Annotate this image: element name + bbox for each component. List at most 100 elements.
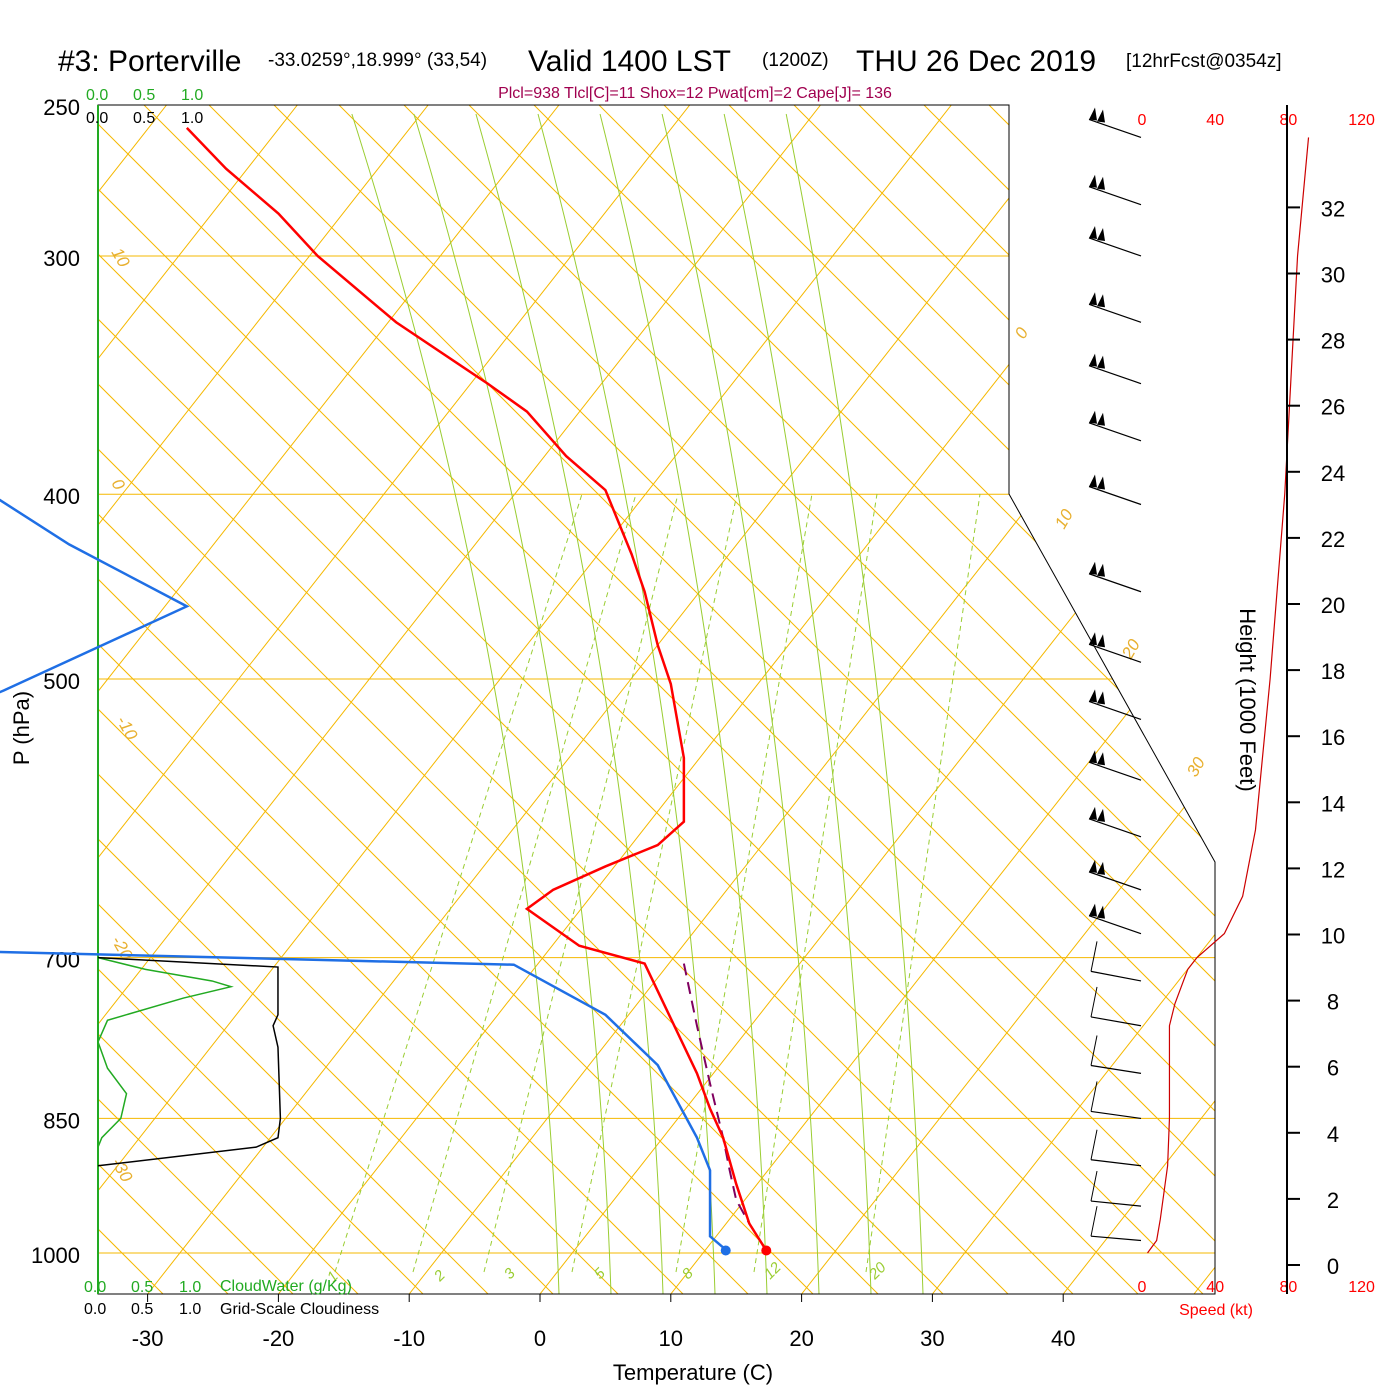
dry-adiabat-line: [1379, 105, 1400, 1294]
wind-barb-staff: [1090, 1159, 1142, 1167]
speed-tick-top: 120: [1348, 112, 1375, 129]
wind-barb-feather: [1090, 1081, 1098, 1112]
wind-barb: [1090, 986, 1142, 1027]
wind-barb: [1090, 1206, 1142, 1242]
wind-barb-staff: [1088, 237, 1142, 257]
dry-adiabat-line: [793, 105, 1215, 1294]
wind-barb-flag: [1089, 561, 1097, 575]
mixing-ratio-line: [334, 493, 583, 1273]
isotherm-line: [98, 105, 952, 1294]
dry-adiabat-line: [98, 105, 814, 1294]
valid-date: THU 26 Dec 2019: [856, 45, 1096, 78]
dry-adiabat-line: [98, 105, 424, 1294]
cloudwater-axis-bottom: 0.0 0.5 1.0 CloudWater (g/Kg): [84, 1278, 352, 1296]
pressure-axis: 250 300 400 500 700 850 1000: [31, 95, 80, 1268]
height-tick-label: 20: [1321, 593, 1345, 618]
wind-barb-flag: [1089, 474, 1097, 488]
wind-barb-staff: [1090, 970, 1142, 982]
dry-adiabat-line: [98, 105, 1074, 1294]
wind-barb-flag: [1097, 634, 1105, 648]
wind-barb-flag: [1089, 353, 1097, 367]
wind-barb-staff: [1088, 485, 1142, 506]
height-tick-label: 0: [1327, 1254, 1339, 1279]
wind-barb-staff: [1088, 915, 1142, 935]
wind-barb-staff: [1090, 1200, 1142, 1207]
pressure-tick-label: 300: [43, 246, 80, 271]
moist-adiabat-line: [599, 113, 768, 1294]
station-coords: -33.0259°,18.999° (33,54): [268, 50, 487, 71]
wind-barb: [1088, 903, 1142, 935]
moist-adiabat-line: [537, 113, 716, 1294]
wind-barb-flag: [1089, 225, 1097, 239]
height-tick-label: 24: [1321, 461, 1345, 486]
wind-barb: [1088, 410, 1142, 442]
isotherm-label: -10: [113, 713, 142, 744]
wind-barb: [1090, 1035, 1142, 1074]
height-tick-label: 18: [1321, 659, 1345, 684]
temperature-tick-label: 30: [920, 1326, 944, 1351]
mixing-ratio-labels: 1 2 3 5 8 12 20: [324, 1259, 890, 1286]
pressure-tick-label: 400: [43, 484, 80, 509]
height-tick-label: 4: [1327, 1122, 1339, 1147]
dry-adiabat-line: [728, 105, 1215, 1294]
isotherm-label: -30: [108, 1155, 137, 1186]
y-axis-label: P (hPa): [9, 691, 34, 765]
wind-barb-staff: [1090, 1016, 1142, 1027]
isotherm-line: [1062, 105, 1215, 1294]
wind-barb-feather: [1090, 941, 1098, 972]
wind-barb: [1088, 750, 1142, 781]
speed-tick-top: 80: [1280, 112, 1298, 129]
speed-tick-bottom: 0: [1138, 1279, 1147, 1296]
height-tick-label: 22: [1321, 527, 1345, 552]
wind-barb-flag: [1089, 689, 1097, 703]
wind-barb-flag: [1097, 476, 1105, 490]
speed-tick-bottom: 40: [1206, 1279, 1224, 1296]
wind-barb-flag: [1089, 632, 1097, 646]
wind-barb-flag: [1097, 109, 1105, 123]
wind-barb-feather: [1090, 1170, 1098, 1202]
cloudwater-line: [97, 956, 234, 1148]
dry-adiabat-line: [858, 105, 1215, 1294]
cloudwater-tick-top: 0.0: [86, 87, 108, 104]
pressure-tick-label: 850: [43, 1108, 80, 1133]
pressure-tick-label: 1000: [31, 1243, 80, 1268]
wind-barb-staff: [1088, 118, 1142, 139]
cloudiness-tick-top: 1.0: [181, 110, 203, 127]
moist-adiabat-line: [413, 113, 612, 1294]
wind-barb: [1088, 353, 1142, 385]
isotherm-line: [539, 105, 1215, 1294]
cloudwater-axis-label: CloudWater (g/Kg): [220, 1278, 352, 1295]
dry-adiabat-line: [143, 105, 1215, 1294]
dry-adiabat-line: [98, 105, 1204, 1294]
wind-barb-feather: [1090, 1206, 1098, 1237]
wind-barb: [1088, 225, 1142, 257]
temperature-profile: [185, 127, 768, 1252]
cloudiness-tick-bottom: 1.0: [179, 1301, 201, 1318]
wind-barb: [1090, 1170, 1142, 1207]
forecast-info: [12hrFcst@0354z]: [1126, 51, 1282, 72]
mixing-ratio-label: 3: [501, 1264, 519, 1282]
cloudiness-tick-top: 0.0: [86, 110, 108, 127]
wind-barb-staff: [1088, 643, 1142, 663]
height-tick-label: 6: [1327, 1056, 1339, 1081]
speed-axis-top: 0 40 80 120: [1138, 112, 1375, 129]
wind-barb-staff: [1088, 365, 1142, 385]
moist-adiabat-line: [723, 113, 872, 1294]
dry-adiabat-line: [98, 105, 489, 1294]
wind-barb: [1090, 1129, 1142, 1167]
height-tick-label: 12: [1321, 857, 1345, 882]
dry-adiabat-line: [598, 105, 1215, 1294]
wind-barb-staff: [1088, 818, 1142, 838]
cloudiness-tick-top: 0.5: [133, 110, 155, 127]
valid-utc: (1200Z): [762, 50, 829, 71]
temperature-tick-label: -30: [132, 1326, 164, 1351]
cloudiness-axis-bottom: 0.0 0.5 1.0 Grid-Scale Cloudiness: [84, 1301, 379, 1318]
isotherm-line: [98, 105, 560, 1294]
dry-adiabat-line: [98, 105, 619, 1294]
wind-barb: [1090, 941, 1142, 982]
mixing-ratio-label: 2: [430, 1266, 449, 1285]
surface-temperature-marker: [761, 1245, 772, 1256]
